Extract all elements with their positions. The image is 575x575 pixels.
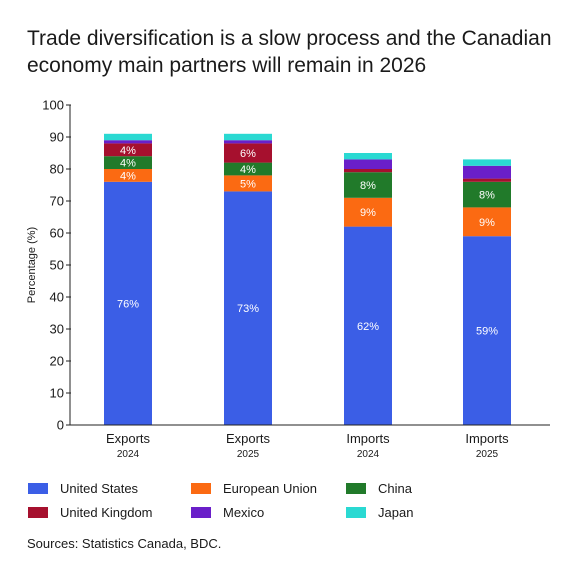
bar-segment: [104, 143, 152, 157]
y-tick-label: 10: [50, 386, 64, 401]
legend-label: United Kingdom: [60, 505, 153, 520]
legend-label: China: [378, 481, 412, 496]
bar-segment: [104, 181, 152, 425]
x-tick-year: 2025: [237, 449, 260, 460]
bar-value-label: 4%: [120, 170, 136, 182]
y-tick-label: 70: [50, 194, 64, 209]
y-tick-label: 60: [50, 226, 64, 241]
bar-segment: [104, 133, 152, 141]
bar-segment: [463, 159, 511, 166]
source-note: Sources: Statistics Canada, BDC.: [27, 536, 222, 551]
x-tick-year: 2024: [357, 449, 380, 460]
bar-segment: [104, 156, 152, 169]
bar-segment: [344, 172, 392, 198]
bar-segment: [104, 140, 152, 144]
bar-segment: [344, 169, 392, 173]
chart-title: Trade diversification is a slow process …: [27, 25, 557, 79]
legend-swatch: [28, 483, 48, 494]
y-tick-label: 100: [42, 98, 64, 113]
bar-segment: [224, 133, 272, 141]
bar-segment: [463, 165, 511, 179]
x-tick-year: 2024: [117, 449, 140, 460]
bar-value-label: 76%: [117, 298, 139, 310]
x-tick-year: 2025: [476, 449, 499, 460]
chart-title-line-2: economy main partners will remain in 202…: [27, 54, 427, 77]
bar-segment: [104, 169, 152, 182]
bar-segment: [344, 159, 392, 169]
bar-value-label: 9%: [479, 217, 495, 229]
bar-value-label: 62%: [357, 321, 379, 333]
bar-segment: [224, 191, 272, 425]
bar-value-label: 4%: [240, 164, 256, 176]
y-tick-label: 40: [50, 290, 64, 305]
x-tick-label: Imports: [346, 431, 390, 446]
bar-value-label: 8%: [360, 180, 376, 192]
bar-value-label: 73%: [237, 303, 259, 315]
bar-value-label: 4%: [120, 158, 136, 170]
legend-label: Japan: [378, 505, 414, 520]
bar-segment: [224, 175, 272, 192]
y-tick-label: 0: [57, 418, 64, 433]
legend-item: Mexico: [191, 505, 346, 520]
y-axis-label: Percentage (%): [26, 227, 38, 303]
y-tick-label: 50: [50, 258, 64, 273]
x-tick-label: Imports: [465, 431, 509, 446]
legend-swatch: [28, 507, 48, 518]
bar-value-label: 59%: [476, 326, 498, 338]
legend-item: United States: [28, 481, 191, 496]
bar-segment: [344, 226, 392, 425]
bar-segment: [224, 140, 272, 144]
legend-label: Mexico: [223, 505, 265, 520]
chart-legend: United States European Union China United K…: [28, 481, 548, 520]
bar-value-label: 6%: [240, 148, 256, 160]
legend-label: European Union: [223, 481, 317, 496]
y-tick-label: 90: [50, 130, 64, 145]
bar-value-label: 9%: [360, 207, 376, 219]
x-tick-label: Exports: [106, 431, 151, 446]
chart-title-line-1: Trade diversification is a slow process …: [27, 27, 552, 50]
bar-value-label: 5%: [240, 178, 256, 190]
bar-segment: [224, 143, 272, 163]
legend-swatch: [191, 483, 211, 494]
bar-segment: [463, 181, 511, 208]
x-tick-label: Exports: [226, 431, 271, 446]
bar-segment: [344, 197, 392, 227]
bar-segment: [344, 153, 392, 160]
legend-label: United States: [60, 481, 139, 496]
bar-value-label: 4%: [120, 145, 136, 157]
legend-item: Japan: [346, 505, 496, 520]
y-tick-label: 80: [50, 162, 64, 177]
legend-swatch: [191, 507, 211, 518]
legend-swatch: [346, 507, 366, 518]
legend-item: China: [346, 481, 496, 496]
y-tick-label: 20: [50, 354, 64, 369]
bar-segment: [463, 178, 511, 182]
legend-item: United Kingdom: [28, 505, 191, 520]
bar-segment: [463, 207, 511, 237]
bar-value-label: 8%: [479, 190, 495, 202]
legend-item: European Union: [191, 481, 346, 496]
bar-segment: [463, 236, 511, 425]
bar-segment: [224, 162, 272, 176]
y-tick-label: 30: [50, 322, 64, 337]
legend-swatch: [346, 483, 366, 494]
